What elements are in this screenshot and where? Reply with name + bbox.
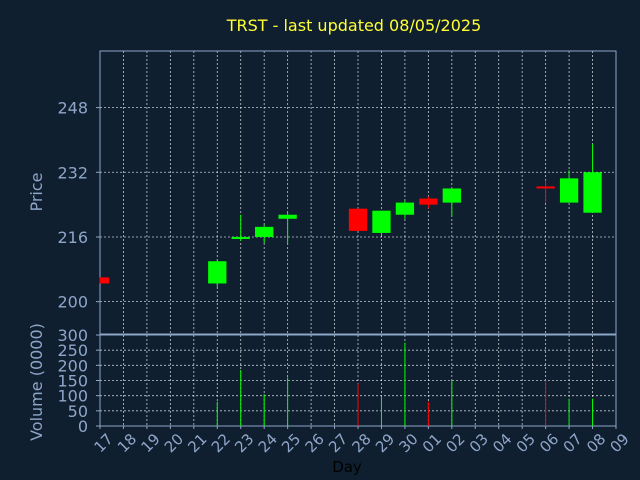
volume-tick-label: 300 bbox=[57, 326, 88, 345]
price-frame bbox=[99, 50, 617, 335]
price-tick-label: 200 bbox=[57, 293, 88, 312]
candle-body bbox=[208, 261, 227, 284]
candle-body bbox=[348, 208, 368, 231]
candle-body bbox=[100, 277, 110, 284]
candle-body bbox=[395, 202, 415, 215]
volume-axis-label: Volume (0000) bbox=[27, 323, 46, 441]
candle-body bbox=[372, 210, 391, 233]
price-tick-label: 216 bbox=[57, 228, 88, 247]
volume-tick-label: 250 bbox=[57, 341, 88, 360]
candle-body bbox=[442, 188, 461, 203]
chart-title: TRST - last updated 08/05/2025 bbox=[226, 16, 482, 35]
x-axis-label: Day bbox=[332, 458, 362, 476]
candle-body bbox=[559, 178, 579, 203]
candle-body bbox=[419, 198, 438, 205]
candle-body bbox=[278, 214, 297, 219]
candle-body bbox=[255, 226, 274, 237]
volume-tick-label: 0 bbox=[78, 417, 88, 436]
candle-body bbox=[583, 172, 602, 213]
volume-tick-label: 200 bbox=[57, 356, 88, 375]
price-tick-label: 232 bbox=[57, 163, 88, 182]
price-panel: 200 216 232 248 bbox=[57, 50, 617, 335]
volume-tick-label: 50 bbox=[68, 402, 88, 421]
candle-body bbox=[231, 236, 250, 239]
price-tick-label: 248 bbox=[57, 99, 88, 118]
price-axis-label: Price bbox=[27, 172, 46, 211]
volume-tick-label: 150 bbox=[57, 372, 88, 391]
volume-tick-label: 100 bbox=[57, 387, 88, 406]
candle-body bbox=[536, 186, 555, 189]
